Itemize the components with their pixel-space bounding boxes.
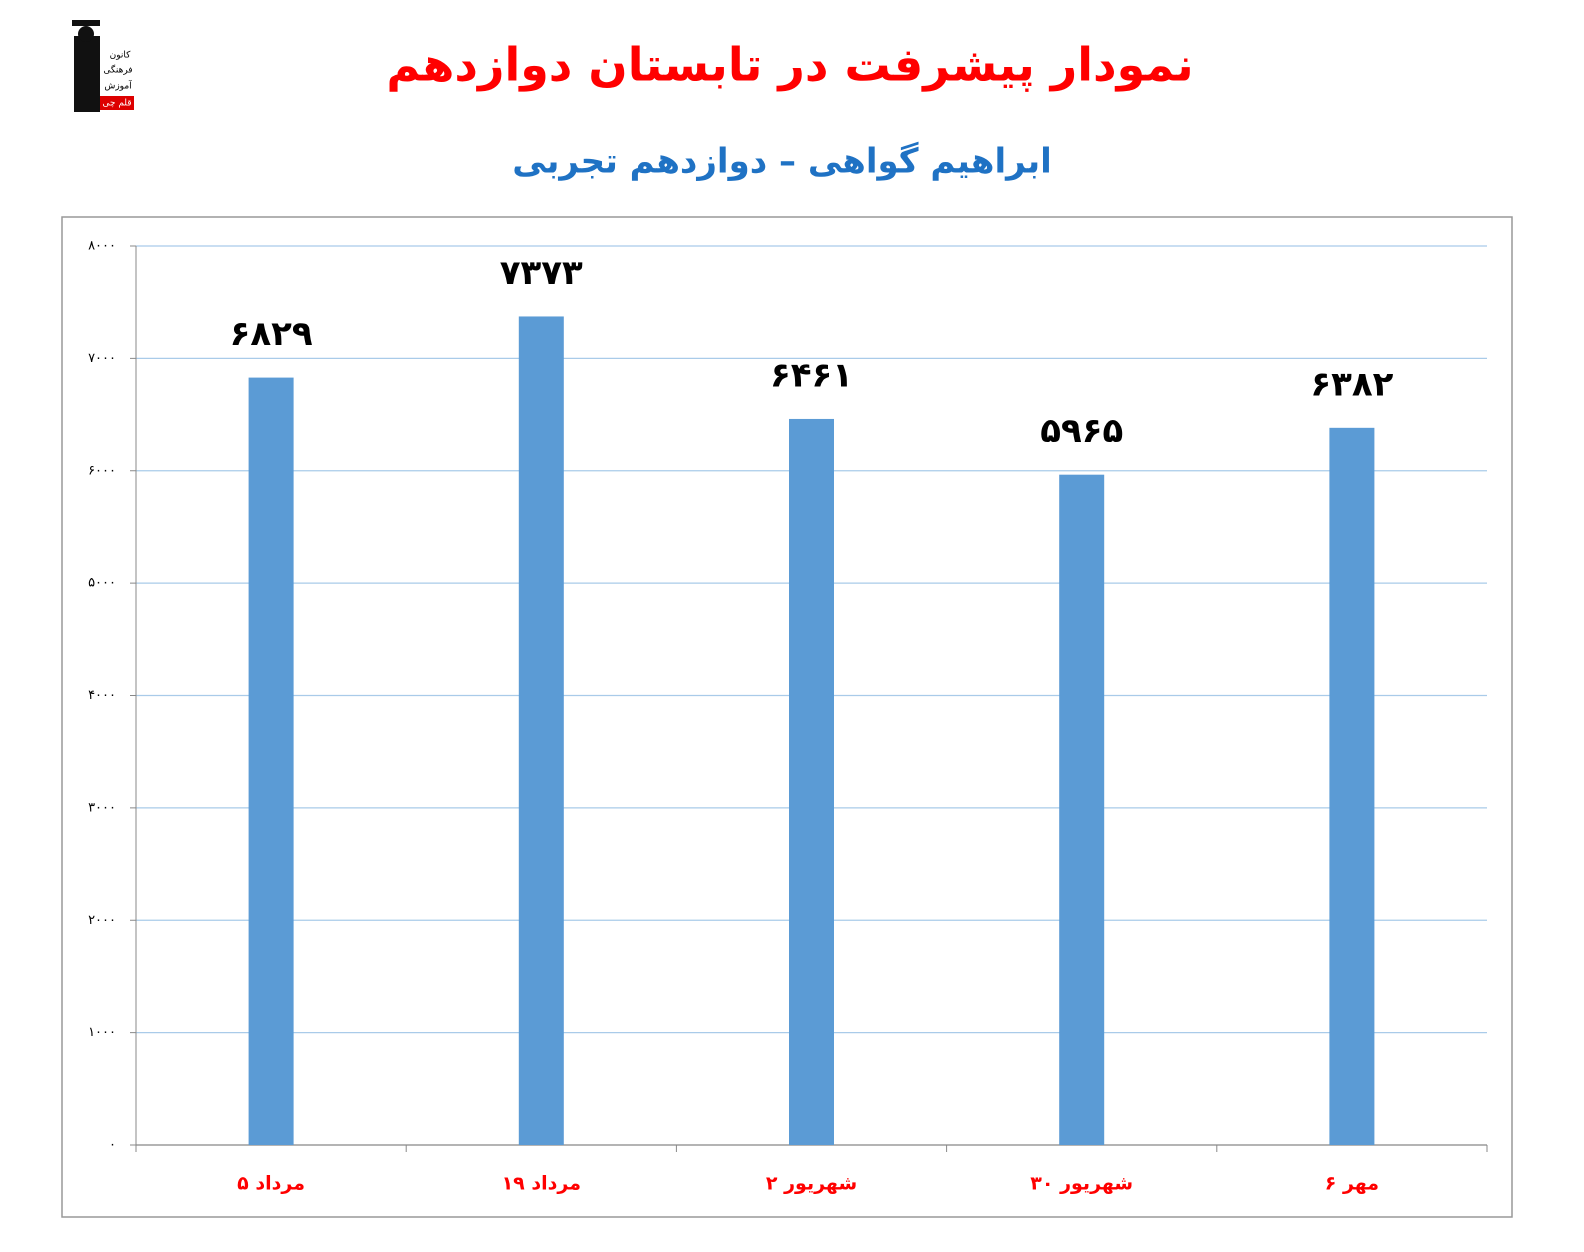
bar <box>248 377 294 1145</box>
logo-text: کانون <box>110 51 132 61</box>
value-label: ۶۳۸۲ <box>1310 364 1393 404</box>
y-tick-label: ۲۰۰۰ <box>88 913 116 928</box>
value-label: ۷۳۷۳ <box>500 253 583 293</box>
value-label: ۶۴۶۱ <box>770 355 853 395</box>
chart-title: نمودار پیشرفت در تابستان دوازدهم <box>386 38 1193 93</box>
value-label: ۵۹۶۵ <box>1040 411 1123 451</box>
y-tick-label: ۰ <box>109 1138 116 1153</box>
value-label: ۶۸۲۹ <box>230 314 313 354</box>
x-tick-label: ۲ شهریور <box>766 1173 857 1195</box>
chart-frame <box>61 216 1513 1218</box>
logo-text: آموزش <box>104 80 132 92</box>
y-tick-label: ۴۰۰۰ <box>88 688 116 703</box>
y-tick-label: ۵۰۰۰ <box>88 576 116 591</box>
bar <box>1059 474 1105 1146</box>
y-tick-label: ۶۰۰۰ <box>88 463 116 478</box>
y-tick-label: ۸۰۰۰ <box>88 239 116 254</box>
bar <box>789 418 834 1145</box>
chart-subtitle: ابراهیم گواهی – دوازدهم تجربی <box>512 142 1051 182</box>
logo-badge <box>100 96 134 110</box>
y-tick-label: ۱۰۰۰ <box>88 1025 116 1040</box>
logo-head <box>78 26 94 42</box>
x-tick-label: ۶ مهر <box>1325 1173 1379 1195</box>
x-tick-label: ۵ مرداد <box>237 1173 305 1195</box>
y-tick-label: ۳۰۰۰ <box>88 800 116 815</box>
logo-text: فرهنگی <box>103 64 132 76</box>
logo-cap <box>72 20 100 26</box>
logo-figure <box>74 36 100 112</box>
y-tick-label: ۷۰۰۰ <box>88 351 116 366</box>
x-tick-label: ۳۰ شهریور <box>1030 1173 1133 1195</box>
bar <box>518 316 564 1146</box>
logo-text: قلم چی <box>102 99 131 109</box>
x-tick-label: ۱۹ مرداد <box>502 1173 581 1195</box>
bar <box>1329 427 1375 1145</box>
logo: کانون فرهنگی آموزش قلم چی <box>72 20 134 112</box>
